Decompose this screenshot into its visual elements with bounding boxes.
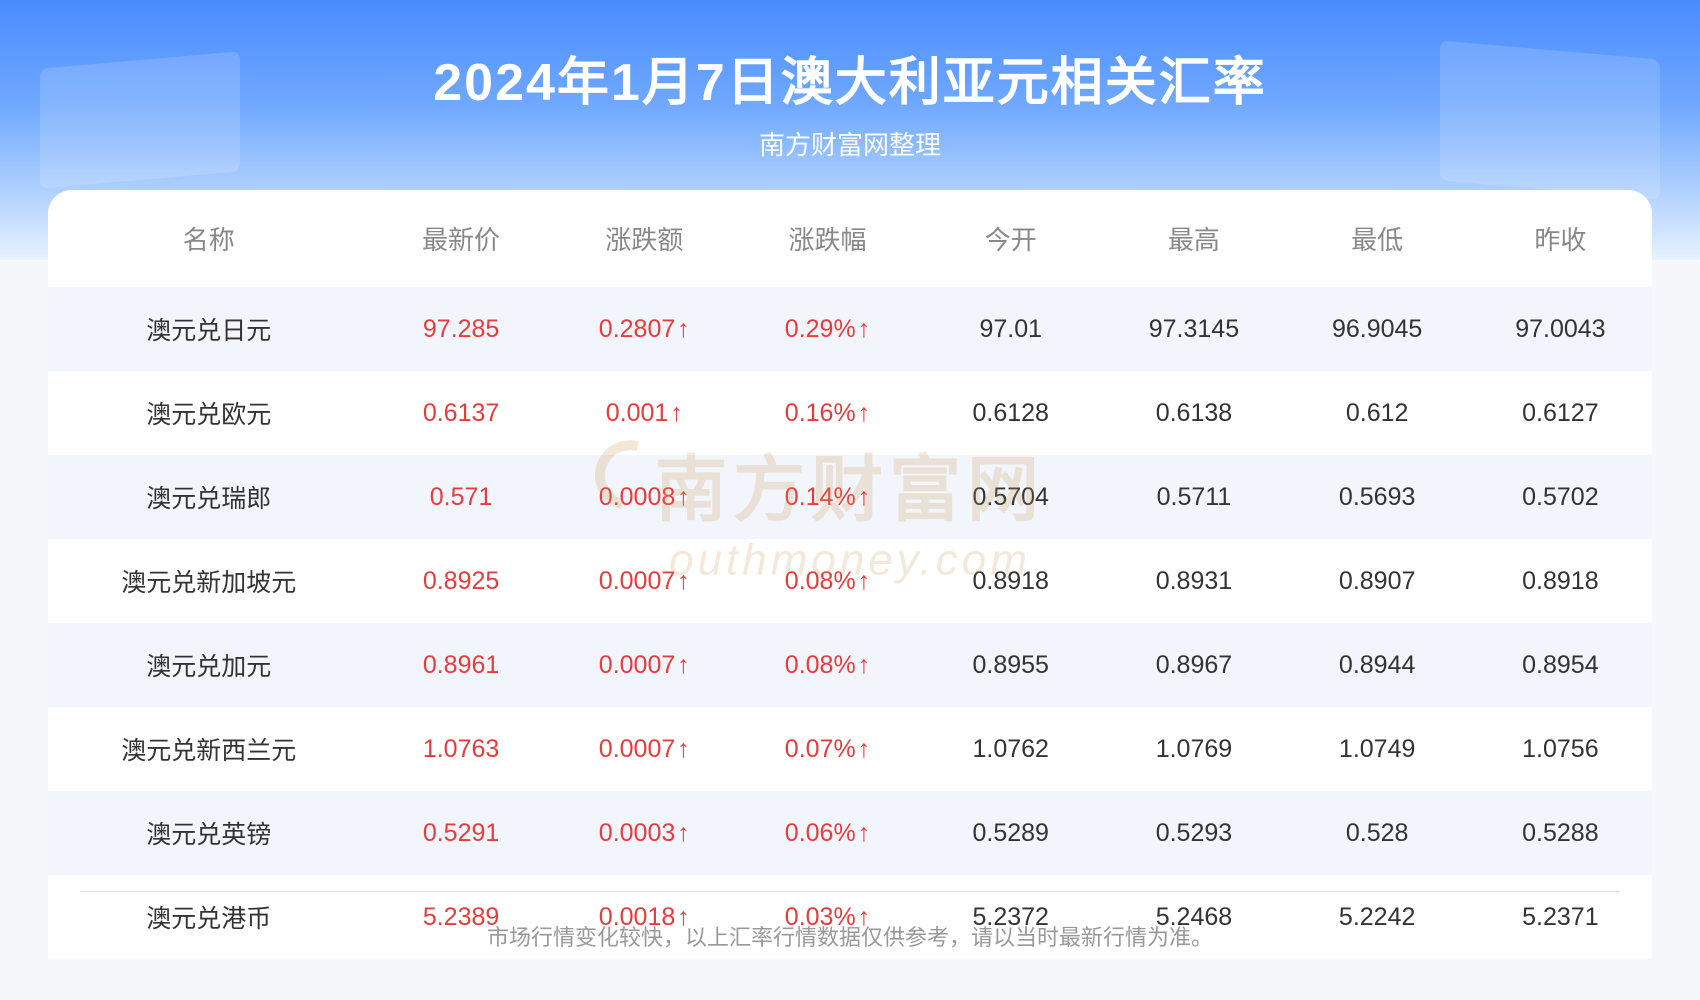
cell-open: 97.01 [919, 287, 1102, 371]
page-title: 2024年1月7日澳大利亚元相关汇率 [0, 40, 1700, 115]
table-row: 澳元兑瑞郎0.5710.00080.14%0.57040.57110.56930… [48, 455, 1652, 539]
col-prev: 昨收 [1469, 190, 1652, 287]
cell-high: 0.8931 [1102, 539, 1285, 623]
cell-price: 0.8925 [369, 539, 552, 623]
cell-pct: 0.08% [736, 539, 919, 623]
rate-table-container: 名称 最新价 涨跌额 涨跌幅 今开 最高 最低 昨收 澳元兑日元97.2850.… [48, 190, 1652, 959]
col-price: 最新价 [369, 190, 552, 287]
col-low: 最低 [1286, 190, 1469, 287]
cell-price: 0.8961 [369, 623, 552, 707]
cell-name: 澳元兑新加坡元 [48, 539, 369, 623]
cell-low: 96.9045 [1286, 287, 1469, 371]
table-row: 澳元兑加元0.89610.00070.08%0.89550.89670.8944… [48, 623, 1652, 707]
table-header-row: 名称 最新价 涨跌额 涨跌幅 今开 最高 最低 昨收 [48, 190, 1652, 287]
cell-price: 97.285 [369, 287, 552, 371]
page-container: 2024年1月7日澳大利亚元相关汇率 南方财富网整理 名称 最新价 涨跌额 涨跌… [0, 0, 1700, 1000]
cell-change: 0.0007 [553, 707, 736, 791]
cell-open: 0.5704 [919, 455, 1102, 539]
cell-price: 1.0763 [369, 707, 552, 791]
cell-prev: 97.0043 [1469, 287, 1652, 371]
cell-name: 澳元兑新西兰元 [48, 707, 369, 791]
cell-high: 97.3145 [1102, 287, 1285, 371]
cell-high: 1.0769 [1102, 707, 1285, 791]
table-row: 澳元兑新西兰元1.07630.00070.07%1.07621.07691.07… [48, 707, 1652, 791]
cell-name: 澳元兑日元 [48, 287, 369, 371]
cell-pct: 0.14% [736, 455, 919, 539]
cell-high: 0.5711 [1102, 455, 1285, 539]
cell-name: 澳元兑英镑 [48, 791, 369, 875]
table-row: 澳元兑日元97.2850.28070.29%97.0197.314596.904… [48, 287, 1652, 371]
table-row: 澳元兑新加坡元0.89250.00070.08%0.89180.89310.89… [48, 539, 1652, 623]
cell-price: 0.5291 [369, 791, 552, 875]
cell-price: 0.571 [369, 455, 552, 539]
cell-low: 0.528 [1286, 791, 1469, 875]
cell-high: 0.5293 [1102, 791, 1285, 875]
rate-table: 名称 最新价 涨跌额 涨跌幅 今开 最高 最低 昨收 澳元兑日元97.2850.… [48, 190, 1652, 959]
cell-name: 澳元兑瑞郎 [48, 455, 369, 539]
col-high: 最高 [1102, 190, 1285, 287]
cell-change: 0.0007 [553, 539, 736, 623]
cell-prev: 0.8954 [1469, 623, 1652, 707]
cell-low: 0.612 [1286, 371, 1469, 455]
cell-low: 0.8907 [1286, 539, 1469, 623]
cell-pct: 0.16% [736, 371, 919, 455]
cell-open: 0.5289 [919, 791, 1102, 875]
cell-prev: 0.8918 [1469, 539, 1652, 623]
cell-open: 0.8955 [919, 623, 1102, 707]
cell-pct: 0.06% [736, 791, 919, 875]
cell-low: 0.5693 [1286, 455, 1469, 539]
cell-prev: 1.0756 [1469, 707, 1652, 791]
footer-note: 市场行情变化较快，以上汇率行情数据仅供参考，请以当时最新行情为准。 [80, 891, 1620, 952]
col-name: 名称 [48, 190, 369, 287]
table-row: 澳元兑欧元0.61370.0010.16%0.61280.61380.6120.… [48, 371, 1652, 455]
cell-prev: 0.5288 [1469, 791, 1652, 875]
cell-low: 1.0749 [1286, 707, 1469, 791]
page-subtitle: 南方财富网整理 [0, 125, 1700, 162]
cell-change: 0.0007 [553, 623, 736, 707]
cell-pct: 0.08% [736, 623, 919, 707]
cell-high: 0.8967 [1102, 623, 1285, 707]
col-change: 涨跌额 [553, 190, 736, 287]
cell-open: 0.6128 [919, 371, 1102, 455]
table-body: 澳元兑日元97.2850.28070.29%97.0197.314596.904… [48, 287, 1652, 959]
table-row: 澳元兑英镑0.52910.00030.06%0.52890.52930.5280… [48, 791, 1652, 875]
cell-name: 澳元兑欧元 [48, 371, 369, 455]
cell-pct: 0.07% [736, 707, 919, 791]
col-open: 今开 [919, 190, 1102, 287]
cell-change: 0.0003 [553, 791, 736, 875]
cell-low: 0.8944 [1286, 623, 1469, 707]
cell-change: 0.0008 [553, 455, 736, 539]
col-pct: 涨跌幅 [736, 190, 919, 287]
cell-change: 0.001 [553, 371, 736, 455]
cell-prev: 0.5702 [1469, 455, 1652, 539]
cell-price: 0.6137 [369, 371, 552, 455]
cell-high: 0.6138 [1102, 371, 1285, 455]
cell-name: 澳元兑加元 [48, 623, 369, 707]
cell-prev: 0.6127 [1469, 371, 1652, 455]
cell-open: 1.0762 [919, 707, 1102, 791]
table-header: 名称 最新价 涨跌额 涨跌幅 今开 最高 最低 昨收 [48, 190, 1652, 287]
cell-change: 0.2807 [553, 287, 736, 371]
cell-open: 0.8918 [919, 539, 1102, 623]
cell-pct: 0.29% [736, 287, 919, 371]
